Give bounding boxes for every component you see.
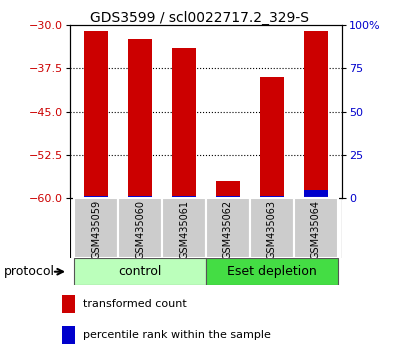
Bar [260,196,284,198]
Bar [74,258,206,285]
Text: protocol: protocol [4,265,55,278]
Bar [62,295,74,313]
Bar [74,198,118,258]
Text: control: control [118,265,162,278]
Bar [118,198,162,258]
Bar [304,30,328,198]
Bar [216,196,240,198]
Text: GSM435060: GSM435060 [135,200,145,259]
Text: percentile rank within the sample: percentile rank within the sample [83,330,271,340]
Bar [128,39,152,198]
Text: Eset depletion: Eset depletion [227,265,317,278]
Bar [62,326,74,344]
Bar [206,258,338,285]
Bar [172,48,196,198]
Text: GSM435064: GSM435064 [311,200,321,259]
Text: transformed count: transformed count [83,299,187,309]
Text: GDS3599 / scl0022717.2_329-S: GDS3599 / scl0022717.2_329-S [90,11,310,25]
Bar [84,30,108,198]
Bar [250,198,294,258]
Bar [84,196,108,198]
Bar [304,190,328,198]
Text: GSM435063: GSM435063 [267,200,277,259]
Bar [162,198,206,258]
Text: GSM435062: GSM435062 [223,200,233,259]
Text: GSM435059: GSM435059 [91,200,101,259]
Bar [206,198,250,258]
Bar [128,196,152,198]
Bar [216,181,240,198]
Bar [294,198,338,258]
Bar [172,196,196,198]
Bar [260,77,284,198]
Text: GSM435061: GSM435061 [179,200,189,259]
